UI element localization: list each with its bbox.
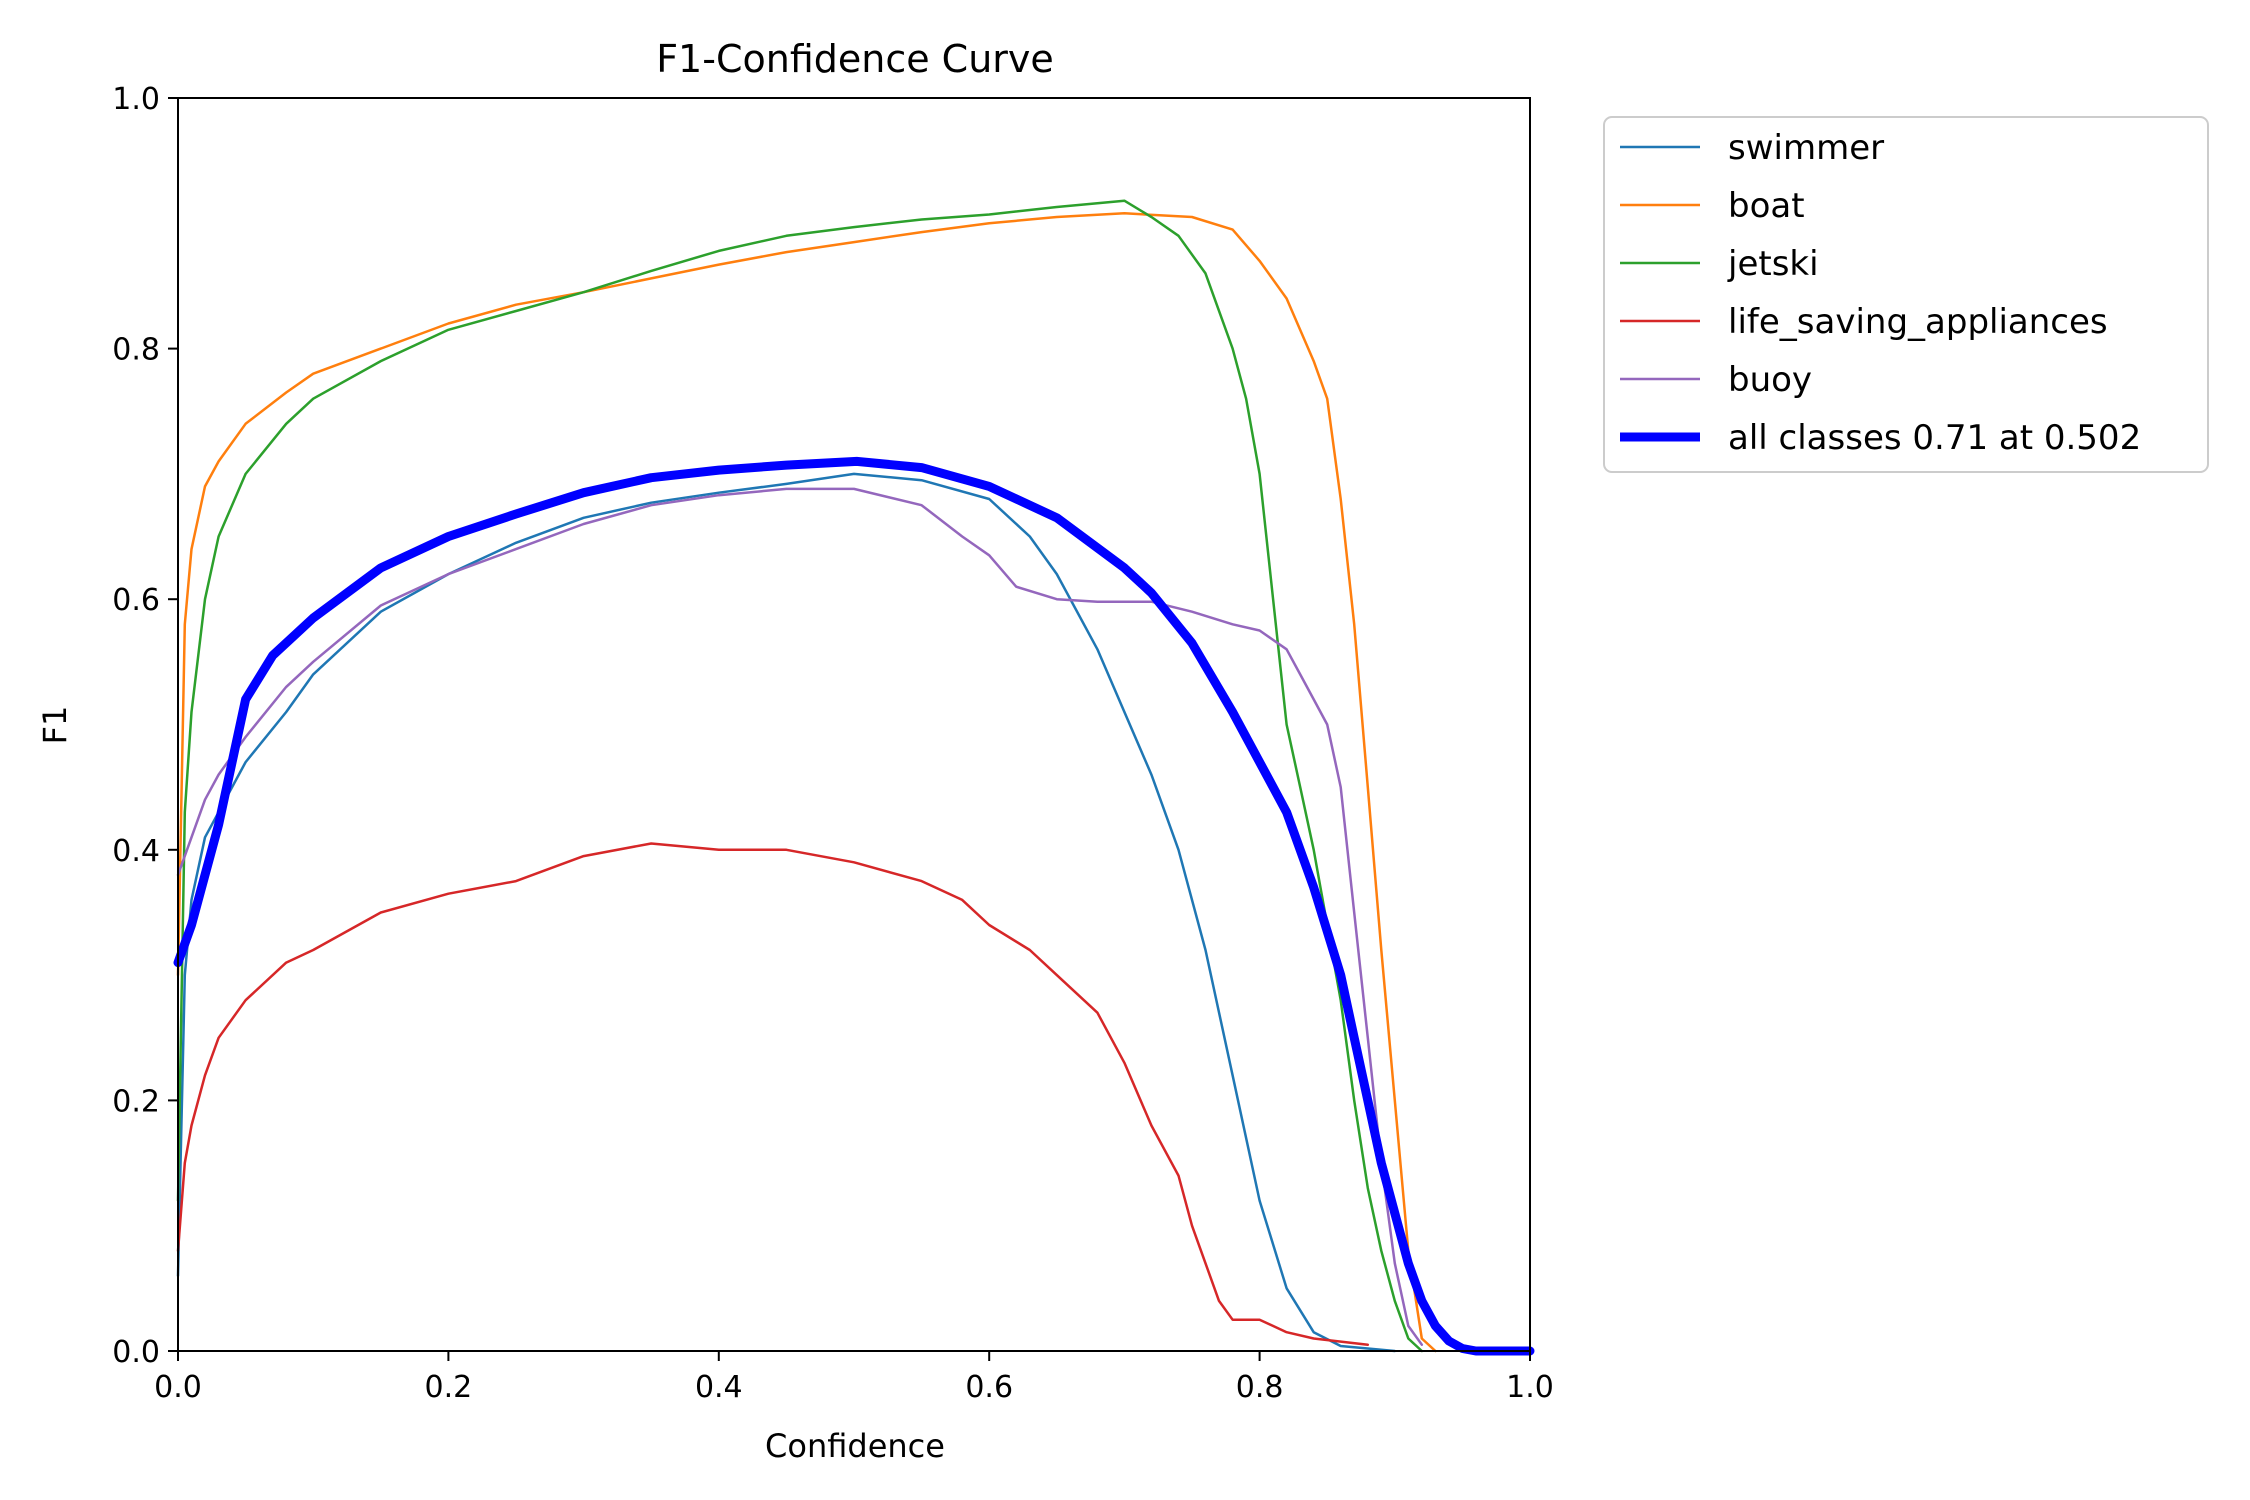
legend-label-4: buoy: [1728, 360, 1812, 400]
x-tick-label: 0.0: [154, 1370, 202, 1405]
y-tick-label: 0.0: [112, 1335, 160, 1370]
legend: swimmer boat jetski life_saving_appliancesb…: [1603, 116, 2209, 473]
x-tick-label: 0.8: [1236, 1370, 1284, 1405]
legend-label-5: all classes 0.71 at 0.502: [1728, 418, 2141, 458]
legend-label-0: swimmer: [1728, 128, 1884, 168]
axis-ticks: 0.0 0.2 0.4 0.6 0.8 1.0 0.0 0.2 0.4 0.6 0.8 1.0: [112, 82, 1554, 1405]
chart-title: F1-Confidence Curve: [656, 37, 1054, 81]
y-axis-label: F1: [36, 706, 74, 745]
plot-frame: [177, 97, 1531, 1352]
legend-label-2: jetski: [1727, 244, 1819, 284]
y-tick-label: 1.0: [112, 82, 160, 117]
x-tick-label: 0.2: [425, 1370, 473, 1405]
x-tick-label: 1.0: [1506, 1370, 1554, 1405]
y-tick-label: 0.8: [112, 333, 160, 368]
series-line-2: [176, 199, 1424, 1353]
legend-box: [1603, 116, 2209, 473]
plot-series: [173, 199, 1535, 1356]
series-line-1: [176, 212, 1437, 1353]
y-tick-label: 0.4: [112, 834, 160, 869]
x-tick-label: 0.6: [965, 1370, 1013, 1405]
x-tick-label: 0.4: [695, 1370, 743, 1405]
legend-label-3: life_saving_appliances: [1728, 302, 2108, 342]
series-line-5: [173, 456, 1535, 1356]
x-axis-label: Confidence: [765, 1427, 945, 1465]
series-line-0: [176, 472, 1397, 1353]
series-line-3: [176, 842, 1370, 1346]
y-tick-label: 0.6: [112, 583, 160, 618]
series-line-4: [176, 487, 1424, 1346]
legend-label-1: boat: [1728, 186, 1805, 226]
y-tick-label: 0.2: [112, 1084, 160, 1119]
